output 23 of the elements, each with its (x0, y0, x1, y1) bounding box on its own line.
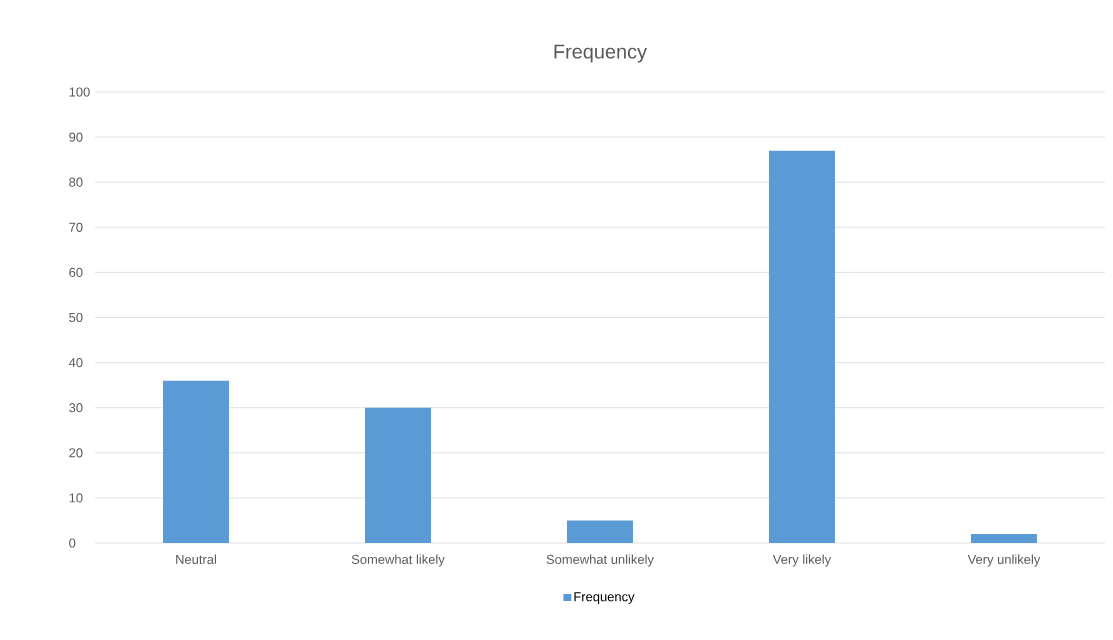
bar (364, 407, 431, 543)
y-tick-label: 30 (69, 403, 83, 413)
bar (768, 150, 835, 543)
y-tick-label: 20 (69, 448, 83, 458)
x-tick-label: Neutral (176, 554, 216, 564)
legend-label: Frequency (574, 592, 635, 604)
y-tick-label: 80 (69, 177, 83, 187)
y-tick-label: 40 (68, 358, 83, 368)
bar (163, 380, 229, 543)
x-tick-label: Very likely (772, 554, 832, 567)
y-tick-label: 70 (69, 222, 83, 232)
y-tick-label: 60 (69, 267, 83, 277)
bar (970, 533, 1037, 543)
x-tick-label: Somewhat likely (351, 554, 445, 567)
y-tick-label: 0 (69, 538, 76, 548)
y-tick-label: 90 (69, 132, 83, 142)
chart-title: Frequency (554, 44, 647, 63)
y-tick-label: 10 (69, 493, 83, 503)
y-tick-label: 100 (69, 87, 90, 97)
x-tick-label: Somewhat unlikely (546, 554, 654, 567)
x-tick-label: Very unlikely (967, 554, 1041, 567)
bar (566, 520, 633, 543)
y-tick-label: 50 (69, 312, 83, 323)
